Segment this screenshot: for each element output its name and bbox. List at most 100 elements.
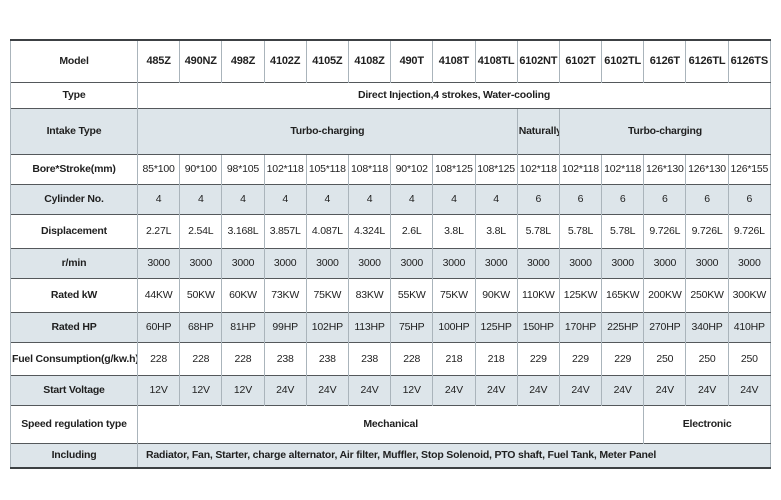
cell-displacement-2: 3.168L [221, 213, 265, 248]
cell-rated_hp-8: 125HP [474, 311, 518, 342]
cell-cylinder_no-11: 6 [601, 183, 644, 214]
cell-fuel-2: 228 [221, 341, 265, 375]
cell-fuel-5: 238 [347, 341, 391, 375]
cell-fuel-12: 250 [643, 341, 686, 375]
cell-intake-0: Turbo-charging [137, 107, 518, 154]
row-label-displacement: Displacement [10, 213, 138, 248]
cell-type-0: Direct Injection,4 strokes, Water-coolin… [137, 81, 771, 108]
cell-voltage-3: 24V [263, 374, 307, 405]
cell-rated_kw-7: 75KW [432, 277, 475, 312]
cell-bore_stroke-9: 102*118 [516, 153, 560, 184]
cell-rated_kw-11: 165KW [601, 277, 644, 312]
cell-rpm-9: 3000 [516, 247, 560, 278]
row-label-cylinder_no: Cylinder No. [10, 183, 138, 214]
cell-bore_stroke-6: 90*102 [390, 153, 433, 184]
cell-rated_kw-14: 300KW [727, 277, 771, 312]
cell-cylinder_no-1: 4 [179, 183, 222, 214]
table-row-fuel: Fuel Consumption(g/kw.h) 228 228 228 238 238 2… [10, 341, 771, 375]
cell-bore_stroke-3: 102*118 [263, 153, 307, 184]
cell-displacement-10: 5.78L [558, 213, 602, 248]
cell-fuel-4: 238 [305, 341, 349, 375]
cell-displacement-6: 2.6L [390, 213, 433, 248]
cell-model-13: 6126TL [685, 40, 729, 82]
cell-fuel-1: 228 [179, 341, 222, 375]
cell-bore_stroke-4: 105*118 [305, 153, 349, 184]
cell-rated_hp-13: 340HP [685, 311, 729, 342]
cell-rpm-0: 3000 [136, 247, 180, 278]
cell-bore_stroke-5: 108*118 [347, 153, 391, 184]
cell-cylinder_no-9: 6 [516, 183, 560, 214]
cell-fuel-6: 228 [390, 341, 433, 375]
cell-rated_hp-11: 225HP [601, 311, 644, 342]
table-row-cylinder_no: Cylinder No. 4 4 4 4 4 4 4 4 4 6 6 6 6 6 6 [10, 183, 771, 214]
cell-intake-2: Turbo-charging [558, 107, 771, 154]
cell-bore_stroke-11: 102*118 [601, 153, 644, 184]
cell-voltage-8: 24V [474, 374, 518, 405]
cell-voltage-7: 24V [432, 374, 475, 405]
cell-model-10: 6102T [558, 40, 602, 82]
table-row-bore_stroke: Bore*Stroke(mm) 85*100 90*100 98*105 102*118… [10, 153, 771, 184]
cell-rpm-2: 3000 [221, 247, 265, 278]
cell-rated_hp-0: 60HP [136, 311, 180, 342]
cell-bore_stroke-7: 108*125 [432, 153, 475, 184]
cell-rated_kw-9: 110KW [516, 277, 560, 312]
cell-intake-1: Naturally [516, 107, 560, 154]
cell-rated_hp-2: 81HP [221, 311, 265, 342]
cell-fuel-7: 218 [432, 341, 475, 375]
cell-model-14: 6126TS [727, 40, 771, 82]
cell-bore_stroke-8: 108*125 [474, 153, 518, 184]
cell-model-12: 6126T [643, 40, 686, 82]
cell-model-9: 6102NT [516, 40, 560, 82]
cell-rated_hp-5: 113HP [347, 311, 391, 342]
table-row-rated_hp: Rated HP 60HP 68HP 81HP 99HP 102HP 113HP 75HP 10… [10, 311, 771, 342]
cell-bore_stroke-13: 126*130 [685, 153, 729, 184]
cell-rpm-12: 3000 [643, 247, 686, 278]
cell-displacement-0: 2.27L [136, 213, 180, 248]
cell-displacement-1: 2.54L [179, 213, 222, 248]
cell-rated_kw-0: 44KW [136, 277, 180, 312]
cell-rpm-6: 3000 [390, 247, 433, 278]
cell-bore_stroke-0: 85*100 [136, 153, 180, 184]
cell-voltage-9: 24V [516, 374, 560, 405]
cell-displacement-5: 4.324L [347, 213, 391, 248]
cell-rpm-4: 3000 [305, 247, 349, 278]
cell-displacement-7: 3.8L [432, 213, 475, 248]
cell-rated_hp-6: 75HP [390, 311, 433, 342]
cell-rated_kw-1: 50KW [179, 277, 222, 312]
cell-bore_stroke-14: 126*155 [727, 153, 771, 184]
cell-model-3: 4102Z [263, 40, 307, 82]
cell-displacement-3: 3.857L [263, 213, 307, 248]
cell-bore_stroke-12: 126*130 [643, 153, 686, 184]
cell-rated_hp-9: 150HP [516, 311, 560, 342]
cell-voltage-12: 24V [643, 374, 686, 405]
cell-model-1: 490NZ [179, 40, 222, 82]
row-label-voltage: Start Voltage [10, 374, 138, 405]
cell-fuel-13: 250 [685, 341, 729, 375]
cell-voltage-5: 24V [347, 374, 391, 405]
cell-fuel-14: 250 [727, 341, 771, 375]
cell-cylinder_no-13: 6 [685, 183, 729, 214]
cell-bore_stroke-2: 98*105 [221, 153, 265, 184]
cell-rated_kw-4: 75KW [305, 277, 349, 312]
cell-voltage-14: 24V [727, 374, 771, 405]
cell-model-4: 4105Z [305, 40, 349, 82]
cell-voltage-0: 12V [136, 374, 180, 405]
row-label-fuel: Fuel Consumption(g/kw.h) [10, 341, 138, 375]
cell-displacement-8: 3.8L [474, 213, 518, 248]
cell-cylinder_no-7: 4 [432, 183, 475, 214]
cell-cylinder_no-10: 6 [558, 183, 602, 214]
cell-cylinder_no-14: 6 [727, 183, 771, 214]
row-label-model: Model [10, 40, 138, 82]
row-label-bore_stroke: Bore*Stroke(mm) [10, 153, 138, 184]
table-row-including: Including Radiator, Fan, Starter, charge … [10, 442, 771, 468]
cell-displacement-11: 5.78L [601, 213, 644, 248]
cell-rpm-5: 3000 [347, 247, 391, 278]
table-row-voltage: Start Voltage 12V 12V 12V 24V 24V 24V 12V 24V 24V… [10, 374, 771, 405]
cell-model-0: 485Z [136, 40, 180, 82]
cell-rated_kw-2: 60KW [221, 277, 265, 312]
cell-including-0: Radiator, Fan, Starter, charge alternato… [137, 442, 771, 468]
table-row-speed_reg: Speed regulation type Mechanical Electroni… [10, 404, 771, 443]
cell-rpm-11: 3000 [601, 247, 644, 278]
cell-voltage-6: 12V [390, 374, 433, 405]
